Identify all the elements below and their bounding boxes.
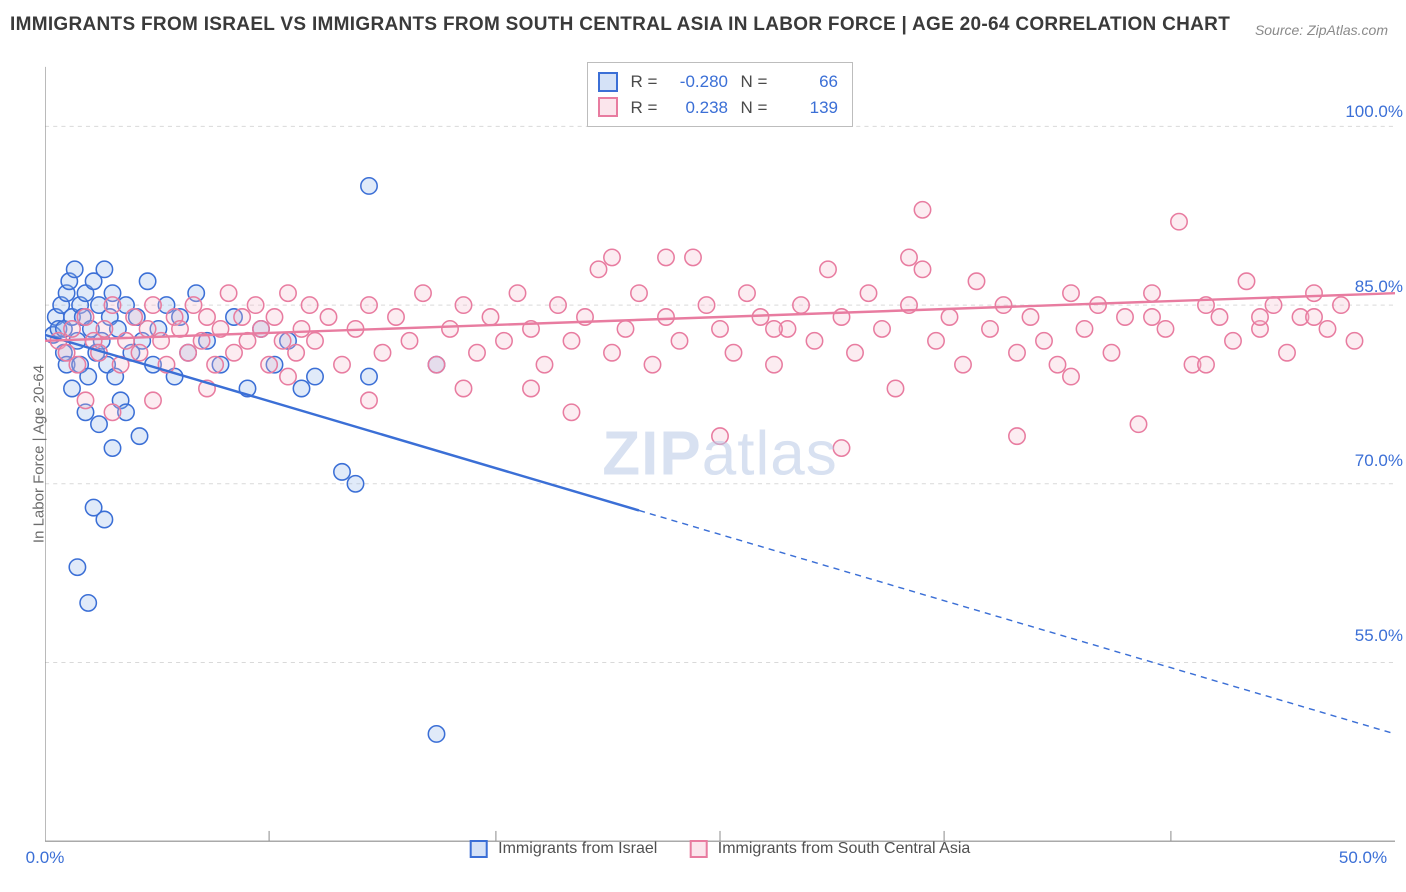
x-tick-label: 50.0% (1339, 848, 1387, 868)
swatch-israel (598, 72, 618, 92)
y-tick-label: 100.0% (1345, 102, 1403, 122)
legend-label: Immigrants from South Central Asia (718, 840, 971, 857)
x-tick-label: 0.0% (26, 848, 65, 868)
y-tick-label: 70.0% (1355, 451, 1403, 471)
chart-area: In Labor Force | Age 20-64 ZIPatlas R =-… (45, 54, 1395, 854)
legend-row-sca: R =0.238 N =139 (598, 95, 838, 121)
y-axis-label: In Labor Force | Age 20-64 (31, 365, 48, 543)
swatch-sca-bottom (689, 840, 707, 858)
scatter-chart (45, 54, 1395, 854)
series-legend: Immigrants from Israel Immigrants from S… (470, 840, 971, 858)
source-attribution: Source: ZipAtlas.com (1255, 22, 1388, 38)
correlation-legend: R =-0.280 N =66 R =0.238 N =139 (587, 62, 853, 127)
legend-label: Immigrants from Israel (498, 840, 657, 857)
y-tick-label: 85.0% (1355, 277, 1403, 297)
swatch-sca (598, 97, 618, 117)
legend-row-israel: R =-0.280 N =66 (598, 69, 838, 95)
swatch-israel-bottom (470, 840, 488, 858)
y-tick-label: 55.0% (1355, 626, 1403, 646)
legend-item-israel: Immigrants from Israel (470, 840, 658, 858)
legend-item-sca: Immigrants from South Central Asia (689, 840, 970, 858)
chart-title: IMMIGRANTS FROM ISRAEL VS IMMIGRANTS FRO… (10, 14, 1230, 36)
